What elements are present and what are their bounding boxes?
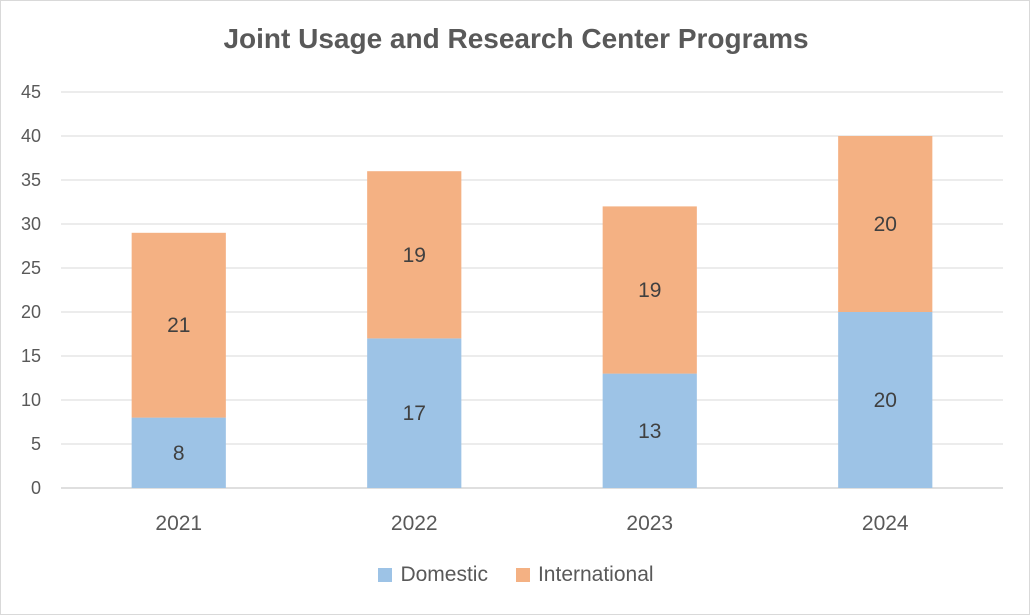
chart-title: Joint Usage and Research Center Programs [223,23,809,54]
data-label-international-2023: 19 [638,279,661,302]
legend: Domestic International [1,563,1030,587]
data-label-international-2021: 21 [167,314,190,337]
legend-item-domestic: Domestic [378,563,488,587]
y-tick-label: 45 [21,82,41,102]
legend-label-international: International [537,563,654,586]
data-label-domestic-2024: 20 [874,389,897,412]
y-tick-label: 40 [21,126,41,146]
bar-domestic-2024 [838,312,933,488]
bar-domestic-2023 [602,373,697,488]
y-tick-label: 10 [21,390,41,410]
x-tick-label-2021: 2021 [155,512,202,535]
legend-label-domestic: Domestic [400,563,488,586]
y-tick-label: 35 [21,170,41,190]
bar-international-2021 [131,232,226,418]
y-tick-label: 5 [31,434,41,454]
x-tick-label-2024: 2024 [862,512,909,535]
bars [131,136,933,488]
legend-swatch-international [515,568,530,582]
x-tick-label-2022: 2022 [391,512,438,535]
data-labels: 8 21 17 19 13 19 20 20 [167,213,897,465]
data-label-international-2024: 20 [874,213,897,236]
y-tick-label: 25 [21,258,41,278]
data-label-domestic-2022: 17 [403,402,426,425]
bar-international-2024 [838,136,933,312]
legend-swatch-domestic [378,568,393,582]
y-axis-tick-labels: 0 5 10 15 20 25 30 35 40 45 [21,82,41,498]
y-tick-label: 15 [21,346,41,366]
x-tick-label-2023: 2023 [626,512,673,535]
y-tick-label: 0 [31,478,41,498]
legend-item-international: International [515,563,654,587]
data-label-international-2022: 19 [403,244,426,267]
data-label-domestic-2021: 8 [173,442,185,465]
bar-international-2022 [367,171,462,339]
bar-domestic-2022 [367,338,462,488]
y-tick-label: 20 [21,302,41,322]
data-label-domestic-2023: 13 [638,420,661,443]
x-axis-category-labels: 2021 2022 2023 2024 [155,512,909,535]
y-tick-label: 30 [21,214,41,234]
bar-domestic-2021 [131,417,226,488]
bar-international-2023 [602,206,697,374]
